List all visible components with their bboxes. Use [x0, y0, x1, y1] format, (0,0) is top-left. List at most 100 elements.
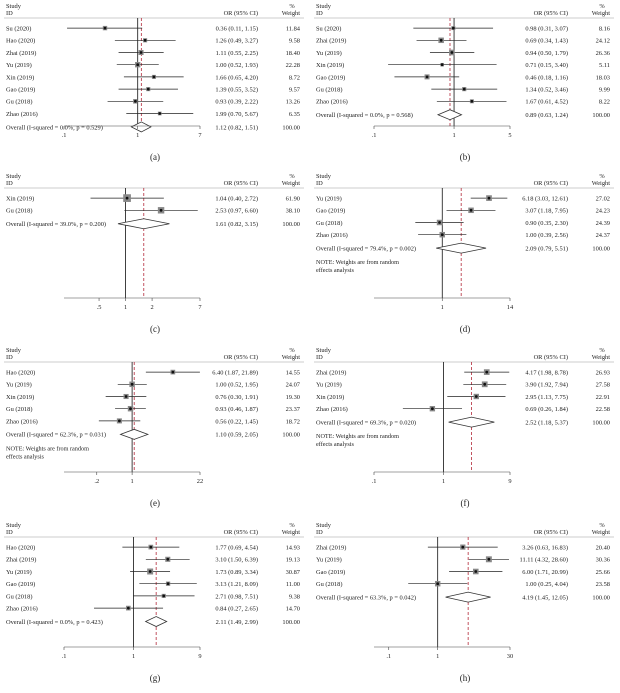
study-label: Yu (2019) [6, 62, 32, 69]
x-tick-label: 14 [507, 304, 514, 311]
panel-label: (d) [460, 324, 471, 334]
study-weight: 24.07 [286, 382, 301, 389]
random-effects-note: effects analysis [316, 441, 354, 448]
header-id: ID [6, 10, 13, 17]
study-ci: 0.56 (0.22, 1.45) [215, 418, 258, 425]
study-label: Zhao (2016) [316, 406, 348, 413]
random-effects-note: NOTE: Weights are from random [316, 259, 399, 266]
overall-diamond [144, 616, 168, 627]
header-or-ci: OR (95% CI) [224, 529, 258, 536]
point-estimate [487, 557, 491, 561]
study-label: Su (2020) [6, 26, 31, 33]
x-tick-label: 5 [508, 132, 511, 139]
header-study: Study [6, 173, 22, 180]
study-weight: 18.40 [286, 50, 300, 57]
study-ci: 0.69 (0.26, 1.84) [525, 406, 568, 413]
study-label: Gu (2018) [6, 593, 32, 600]
header-weight: Weight [282, 180, 301, 187]
study-label: Yu (2019) [316, 50, 342, 57]
header-percent: % [289, 173, 295, 180]
overall-ci: 2.09 (0.79, 5.51) [525, 246, 568, 253]
point-estimate [171, 370, 175, 374]
study-weight: 26.93 [596, 370, 610, 377]
header-id: ID [6, 529, 13, 536]
study-label: Zhai (2019) [6, 50, 36, 57]
point-estimate [162, 594, 166, 598]
study-label: Zhai (2019) [6, 557, 36, 564]
study-label: Xin (2019) [6, 196, 34, 203]
overall-weight: 100.00 [282, 221, 300, 228]
point-estimate [129, 407, 132, 411]
header-study: Study [6, 522, 22, 529]
panel-label: (g) [150, 673, 161, 683]
x-tick-label: 9 [198, 653, 201, 660]
study-ci: 4.17 (1.98, 8.78) [525, 370, 568, 377]
study-label: Yu (2019) [316, 382, 342, 389]
study-ci: 0.94 (0.50, 1.79) [525, 50, 568, 57]
point-estimate [450, 51, 454, 54]
study-label: Zhao (2016) [6, 418, 38, 425]
study-label: Gu (2018) [316, 220, 342, 227]
point-estimate [470, 99, 474, 103]
header-or-ci: OR (95% CI) [224, 180, 258, 187]
x-tick-label: 1 [124, 304, 127, 311]
point-estimate [485, 370, 489, 374]
point-estimate [124, 395, 128, 398]
panel-label: (h) [460, 673, 471, 683]
study-weight: 14.93 [286, 545, 300, 552]
overall-label: Overall (I-squared = 0.0%, p = 0.529) [6, 124, 103, 131]
study-weight: 8.22 [599, 99, 610, 106]
header-study: Study [316, 3, 332, 10]
study-ci: 1.73 (0.89, 3.34) [215, 569, 258, 576]
study-label: Yu (2019) [6, 569, 32, 576]
study-ci: 1.00 (0.52, 1.95) [215, 382, 258, 389]
study-ci: 0.69 (0.34, 1.43) [525, 38, 568, 45]
x-tick-label: 30 [507, 653, 513, 660]
x-tick-label: 1 [131, 478, 134, 485]
study-label: Hao (2020) [6, 545, 35, 552]
overall-weight: 100.00 [282, 124, 300, 131]
overall-ci: 2.52 (1.18, 5.37) [525, 420, 568, 427]
study-ci: 3.13 (1.21, 8.09) [215, 581, 258, 588]
point-estimate [126, 606, 130, 610]
study-ci: 3.10 (1.50, 6.39) [215, 557, 258, 564]
study-ci: 6.18 (3.03, 12.61) [522, 196, 568, 203]
study-label: Zhao (2016) [6, 111, 38, 118]
header-percent: % [289, 522, 295, 529]
overall-ci: 0.89 (0.63, 1.24) [525, 112, 568, 119]
study-weight: 24.12 [596, 38, 610, 45]
point-estimate [152, 75, 156, 79]
study-label: Gao (2019) [316, 569, 345, 576]
overall-label: Overall (I-squared = 69.3%, p = 0.020) [316, 420, 416, 427]
point-estimate [166, 582, 170, 586]
header-weight: Weight [592, 529, 611, 536]
study-ci: 1.39 (0.55, 3.52) [215, 87, 258, 94]
x-tick-label: 1 [442, 478, 445, 485]
study-weight: 22.91 [596, 394, 610, 401]
study-label: Zhai (2019) [316, 38, 346, 45]
header-percent: % [599, 522, 605, 529]
study-ci: 0.98 (0.31, 3.07) [525, 26, 568, 33]
header-or-ci: OR (95% CI) [534, 354, 568, 361]
header-weight: Weight [282, 354, 301, 361]
study-label: Gao (2019) [6, 87, 35, 94]
study-label: Zhao (2016) [316, 99, 348, 106]
panel-label: (a) [150, 152, 160, 162]
study-weight: 11.00 [286, 581, 300, 588]
point-estimate [148, 570, 152, 573]
header-weight: Weight [592, 10, 611, 17]
header-id: ID [6, 354, 13, 361]
random-effects-note: NOTE: Weights are from random [6, 445, 89, 452]
overall-ci: 1.12 (0.82, 1.51) [215, 124, 258, 131]
study-label: Yu (2019) [6, 382, 32, 389]
point-estimate [451, 26, 455, 30]
study-weight: 9.58 [289, 38, 300, 45]
random-effects-note: effects analysis [316, 267, 354, 274]
study-label: Gu (2018) [6, 406, 32, 413]
study-weight: 13.26 [286, 99, 300, 106]
point-estimate [474, 395, 478, 398]
